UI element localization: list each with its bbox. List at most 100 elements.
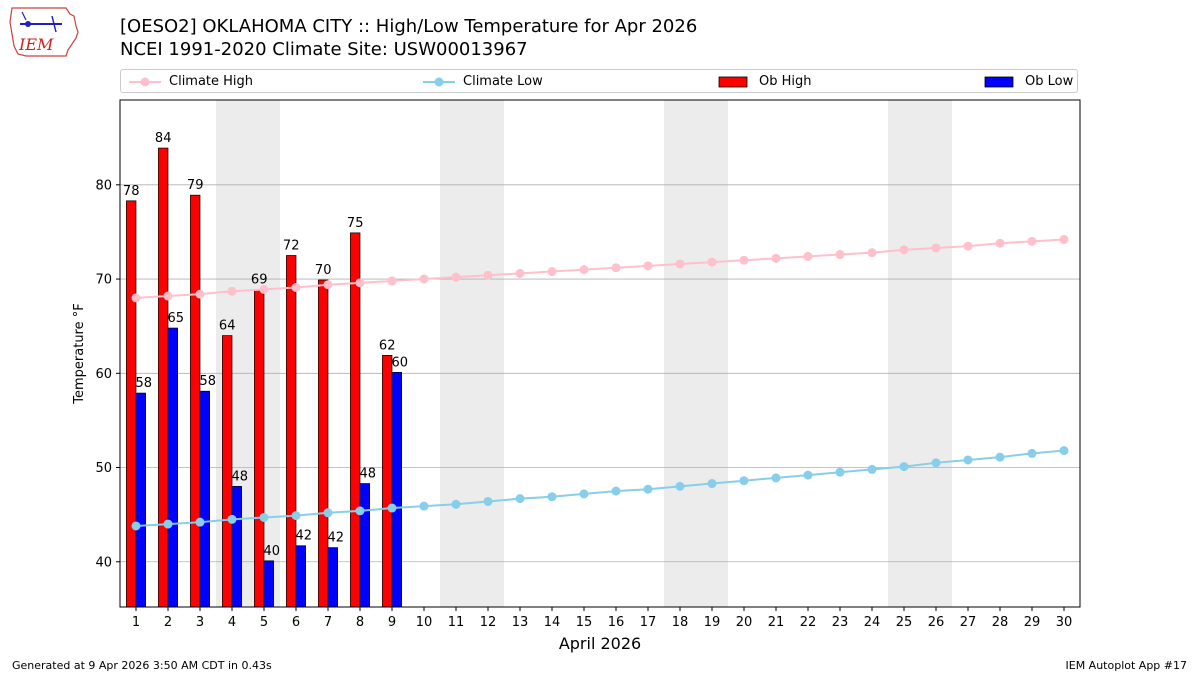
ob-high-bar bbox=[286, 255, 297, 608]
climate-high-point bbox=[515, 268, 525, 278]
x-tick-label: 28 bbox=[992, 615, 1009, 630]
climate-low-point bbox=[419, 501, 429, 511]
legend-ob-high-label: Ob High bbox=[759, 74, 812, 89]
ob-low-bar bbox=[231, 486, 242, 608]
climate-high-point bbox=[771, 253, 781, 263]
y-tick-label: 40 bbox=[95, 555, 112, 570]
y-tick-label: 50 bbox=[95, 461, 112, 476]
x-tick-label: 18 bbox=[672, 615, 689, 630]
bar-labels-layer: 78 84 79 64 69 72 70 75 62 58 65 58 48 40 42 42 48 60 bbox=[123, 131, 408, 559]
ob-low-value-label: 40 bbox=[264, 544, 281, 559]
climate-high-point bbox=[1027, 236, 1037, 246]
ob-low-value-label: 42 bbox=[296, 529, 313, 544]
bars-layer bbox=[126, 147, 402, 608]
legend-climate-low-label: Climate Low bbox=[463, 74, 543, 89]
iem-logo: IEM bbox=[9, 7, 79, 57]
y-tick-label: 70 bbox=[95, 273, 112, 288]
climate-high-point bbox=[963, 241, 973, 251]
climate-low-point bbox=[995, 452, 1005, 462]
climate-low-point bbox=[611, 486, 621, 496]
climate-high-point bbox=[899, 245, 909, 255]
climate-low-point bbox=[707, 479, 717, 489]
climate-high-point bbox=[419, 274, 429, 284]
climate-low-point bbox=[867, 464, 877, 474]
weekend-band bbox=[440, 100, 504, 607]
climate-low-swatch bbox=[423, 77, 455, 87]
ob-high-value-label: 70 bbox=[315, 263, 332, 278]
x-tick-label: 2 bbox=[164, 615, 172, 630]
climate-low-point bbox=[483, 496, 493, 506]
ob-high-bar bbox=[350, 232, 361, 608]
ob-low-bar bbox=[295, 545, 306, 608]
climate-low-point bbox=[323, 508, 333, 518]
ob-low-bar bbox=[167, 327, 178, 608]
climate-low-point bbox=[1059, 446, 1069, 456]
legend-ob-low-label: Ob Low bbox=[1025, 74, 1074, 89]
y-axis-label: Temperature °F bbox=[72, 303, 87, 404]
climate-high-point bbox=[803, 251, 813, 261]
ob-low-value-label: 48 bbox=[232, 469, 249, 484]
ob-low-value-label: 60 bbox=[392, 355, 409, 370]
ob-low-swatch bbox=[984, 76, 1014, 88]
ob-high-value-label: 84 bbox=[155, 131, 172, 146]
app-note: IEM Autoplot App #17 bbox=[1065, 659, 1188, 672]
x-tick-label: 16 bbox=[608, 615, 625, 630]
climate-high-point bbox=[643, 261, 653, 271]
ob-low-bar bbox=[359, 483, 370, 608]
climate-high-point bbox=[131, 293, 141, 303]
climate-low-point bbox=[675, 481, 685, 491]
climate-low-point bbox=[739, 476, 749, 486]
climate-high-point bbox=[1059, 234, 1069, 244]
climate-low-point bbox=[163, 519, 173, 529]
plot-frame bbox=[119, 99, 1081, 608]
x-tick-label: 4 bbox=[228, 615, 236, 630]
chart-legend: Climate High Climate Low Ob High Ob Low bbox=[120, 69, 1078, 93]
climate-high-point bbox=[163, 291, 173, 301]
climate-high-point bbox=[355, 278, 365, 288]
chart-title: [OESO2] OKLAHOMA CITY :: High/Low Temper… bbox=[120, 16, 698, 37]
x-tick-label: 6 bbox=[292, 615, 300, 630]
generated-note: Generated at 9 Apr 2026 3:50 AM CDT in 0… bbox=[12, 659, 272, 672]
climate-high-point bbox=[547, 267, 557, 277]
ob-low-value-label: 58 bbox=[200, 374, 217, 389]
ob-high-swatch bbox=[718, 76, 748, 88]
ob-low-bar bbox=[263, 560, 274, 608]
x-tick-label: 10 bbox=[416, 615, 433, 630]
x-tick-label: 12 bbox=[480, 615, 497, 630]
climate-low-point bbox=[643, 484, 653, 494]
climate-low-point bbox=[1027, 448, 1037, 458]
x-tick-label: 5 bbox=[260, 615, 268, 630]
climate-high-swatch bbox=[129, 77, 161, 87]
legend-climate-high-label: Climate High bbox=[169, 74, 254, 89]
grid-layer bbox=[120, 184, 1080, 563]
ob-low-value-label: 65 bbox=[168, 311, 185, 326]
ob-low-value-label: 42 bbox=[328, 531, 345, 546]
x-tick-label: 9 bbox=[388, 615, 396, 630]
climate-low-point bbox=[547, 492, 557, 502]
x-tick-label: 3 bbox=[196, 615, 204, 630]
x-tick-label: 17 bbox=[640, 615, 657, 630]
x-tick-label: 27 bbox=[960, 615, 977, 630]
x-tick-label: 23 bbox=[832, 615, 849, 630]
ob-high-bar bbox=[158, 147, 169, 608]
climate-high-line bbox=[135, 238, 1065, 299]
x-tick-label: 8 bbox=[356, 615, 364, 630]
climate-high-point bbox=[259, 284, 269, 294]
climate-low-point bbox=[387, 503, 397, 513]
x-tick-label: 26 bbox=[928, 615, 945, 630]
chart-subtitle: NCEI 1991-2020 Climate Site: USW00013967 bbox=[120, 39, 528, 60]
ob-low-bar bbox=[199, 390, 210, 608]
ob-high-value-label: 72 bbox=[283, 238, 300, 253]
climate-low-point bbox=[963, 455, 973, 465]
ob-low-value-label: 48 bbox=[360, 467, 377, 482]
x-tick-label: 20 bbox=[736, 615, 753, 630]
ob-high-value-label: 62 bbox=[379, 338, 396, 353]
x-tick-label: 14 bbox=[544, 615, 561, 630]
x-tick-label: 25 bbox=[896, 615, 913, 630]
climate-high-point bbox=[323, 280, 333, 290]
climate-lines-layer bbox=[131, 234, 1069, 531]
ob-high-bar bbox=[382, 355, 393, 608]
weekend-band bbox=[888, 100, 952, 607]
climate-high-point bbox=[739, 255, 749, 265]
ob-high-value-label: 69 bbox=[251, 272, 268, 287]
